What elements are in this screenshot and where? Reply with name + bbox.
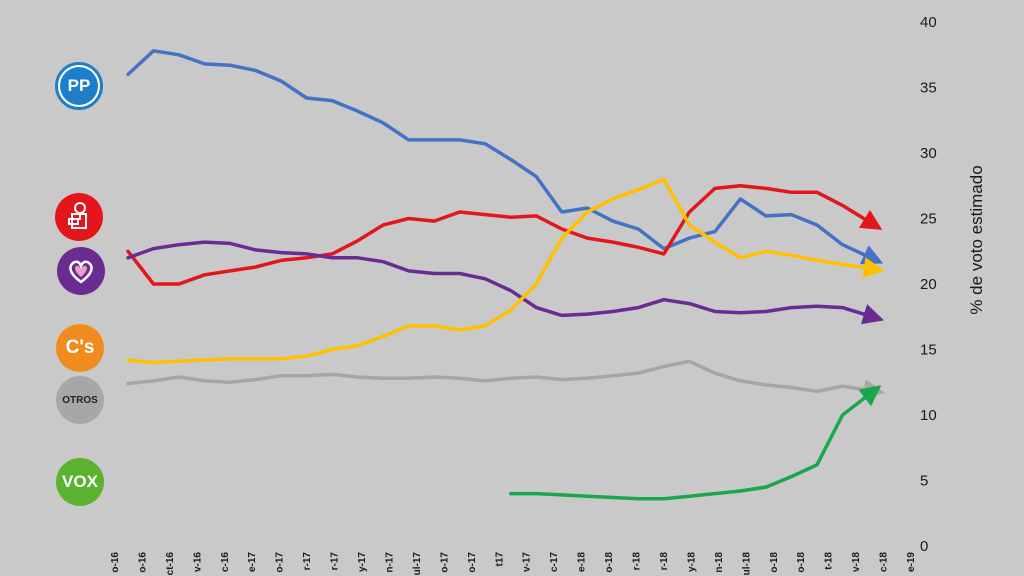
x-tick-label: y-18 [686, 552, 697, 572]
x-tick-label: jul-17 [412, 552, 423, 576]
series-line-pp [126, 49, 884, 265]
x-tick-label: o-16 [137, 552, 148, 573]
x-tick-label: r-18 [632, 552, 643, 571]
series-line-vox [509, 385, 882, 501]
x-tick-label: o-18 [769, 552, 780, 573]
x-tick-label: o-16 [110, 552, 121, 573]
x-tick-label: jul-18 [741, 552, 752, 576]
y-tick-label: 5 [920, 473, 928, 490]
x-tick-label: n-17 [384, 552, 395, 573]
x-tick-label: e-19 [906, 552, 917, 572]
x-tick-label: v-17 [522, 552, 533, 572]
psoe-logo [55, 193, 103, 241]
x-tick-label: o-18 [796, 552, 807, 573]
y-axis-label: % de voto estimado [967, 165, 986, 314]
x-tick-label: c-17 [549, 552, 560, 572]
x-tick-label: o-17 [467, 552, 478, 573]
x-tick-label: o-18 [604, 552, 615, 573]
x-axis: o-16 o-16 ct-16 v-16 c-16 e-17 o-17 r-17 r-17 y-1… [110, 552, 917, 576]
y-tick-label: 10 [920, 407, 937, 424]
y-axis: 0 5 10 15 20 25 30 35 40 [920, 14, 937, 555]
series-line-psoe [126, 184, 883, 286]
x-tick-label: r-17 [330, 552, 341, 571]
x-tick-label: y-17 [357, 552, 368, 572]
y-tick-label: 0 [920, 538, 928, 555]
x-tick-label: c-18 [879, 552, 890, 572]
rose-fist-icon [68, 202, 87, 229]
series-line-unidos-podemos [126, 240, 885, 325]
pp-logo: PP [55, 62, 103, 110]
x-tick-label: t-18 [824, 552, 835, 570]
x-tick-label: n-18 [714, 552, 725, 573]
x-tick-label: t17 [494, 552, 505, 567]
podemos-logo [57, 247, 105, 295]
heart-icon [69, 260, 93, 284]
x-tick-label: o-17 [275, 552, 286, 573]
otros-logo: OTROS [56, 376, 104, 424]
x-tick-label: c-16 [220, 552, 231, 572]
pp-logo-text: PP [60, 67, 98, 105]
x-tick-label: v-16 [192, 552, 203, 572]
x-tick-label: r-17 [302, 552, 313, 571]
y-tick-label: 30 [920, 145, 937, 162]
vox-logo: VOX [56, 458, 104, 506]
series-lines [126, 49, 885, 501]
x-tick-label: e-18 [577, 552, 588, 572]
y-tick-label: 40 [920, 14, 937, 31]
y-tick-label: 20 [920, 276, 937, 293]
cs-logo: C's [56, 324, 104, 372]
series-line-ciudadanos [126, 177, 885, 365]
y-tick-label: 35 [920, 80, 937, 97]
x-tick-label: o-17 [439, 552, 450, 573]
x-tick-label: e-17 [247, 552, 258, 572]
x-tick-label: ct-16 [165, 552, 176, 576]
series-line-otros [126, 359, 885, 400]
x-tick-label: v-18 [851, 552, 862, 572]
y-tick-label: 25 [920, 211, 937, 228]
y-tick-label: 15 [920, 342, 937, 359]
x-tick-label: r-18 [659, 552, 670, 571]
